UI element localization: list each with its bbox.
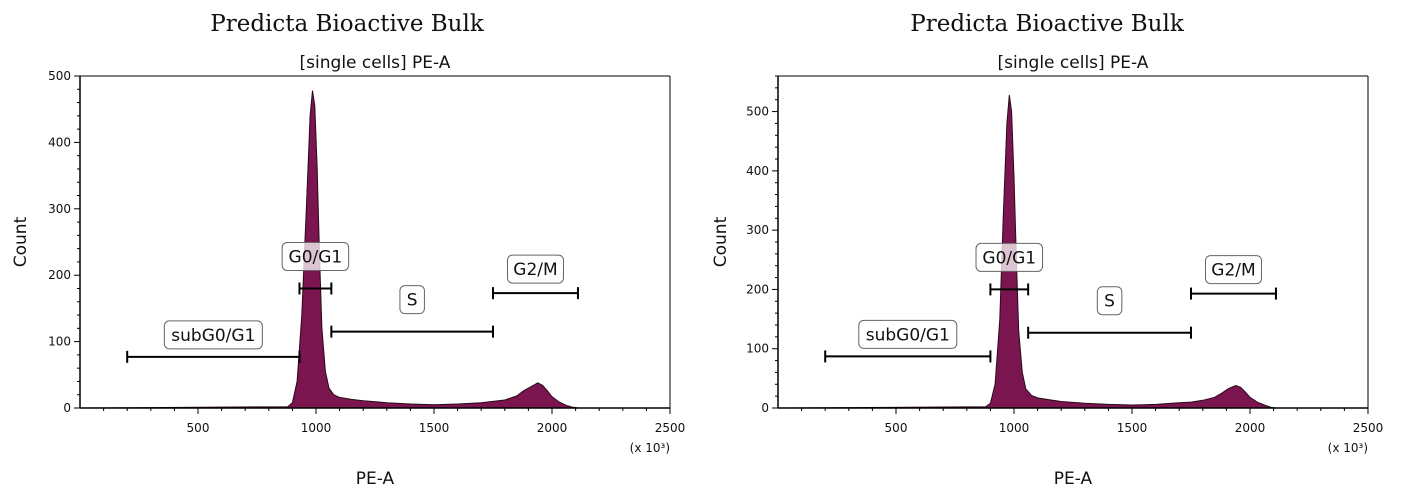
gate-label-box	[1204, 255, 1262, 285]
y-tick-label: 100	[48, 335, 71, 349]
gate-label-box	[399, 285, 425, 315]
gate-label: G0/G1	[289, 247, 343, 267]
x-multiplier-label: (x 10³)	[630, 441, 670, 455]
gate-label: G2/M	[1211, 261, 1255, 281]
x-axis-label: PE-A	[1054, 469, 1093, 489]
y-axis-label: Count	[711, 216, 731, 267]
x-tick-label: 1500	[1117, 421, 1148, 435]
x-multiplier-label: (x 10³)	[1328, 441, 1368, 455]
y-tick-label: 400	[746, 164, 769, 178]
gate-label-box	[281, 241, 350, 271]
y-tick-label: 300	[746, 223, 769, 237]
y-tick-label: 500	[746, 105, 769, 119]
y-tick-label: 0	[63, 401, 71, 415]
y-tick-label: 500	[48, 69, 71, 83]
gate-label: S	[407, 291, 418, 311]
gate-label: subG0/G1	[171, 326, 255, 346]
y-tick-label: 400	[48, 135, 71, 149]
gate-label-box	[975, 242, 1044, 272]
x-tick-label: 1500	[419, 421, 450, 435]
x-tick-label: 1000	[301, 421, 332, 435]
y-tick-label: 0	[761, 401, 769, 415]
x-tick-label: 1000	[999, 421, 1030, 435]
chart-title: Predicta Bioactive Bulk	[210, 11, 485, 37]
gate-label: G2/M	[513, 260, 557, 280]
x-tick-label: 2500	[655, 421, 686, 435]
gate-label: subG0/G1	[866, 325, 950, 345]
x-tick-label: 500	[885, 421, 908, 435]
x-axis-label: PE-A	[356, 469, 395, 489]
x-tick-label: 500	[187, 421, 210, 435]
chart-panel-left: Predicta Bioactive Bulk [single cells] PE…	[0, 0, 700, 490]
gate-label: G0/G1	[982, 248, 1036, 268]
x-tick-label: 2000	[537, 421, 568, 435]
chart-title: Predicta Bioactive Bulk	[910, 11, 1185, 37]
y-axis-label: Count	[11, 216, 31, 267]
y-tick-label: 200	[48, 268, 71, 282]
y-tick-label: 300	[48, 202, 71, 216]
gate-label: S	[1104, 292, 1115, 312]
histogram-chart: Predicta Bioactive Bulk [single cells] PE…	[11, 11, 686, 489]
y-tick-label: 200	[746, 282, 769, 296]
gate-label-box	[858, 319, 958, 349]
y-tick-label: 100	[746, 342, 769, 356]
x-tick-label: 2500	[1353, 421, 1384, 435]
histogram-area	[777, 94, 1368, 409]
chart-subtitle: [single cells] PE-A	[998, 53, 1149, 73]
histogram-area	[79, 90, 670, 409]
gate-label-box	[163, 320, 263, 350]
chart-panel-right: Predicta Bioactive Bulk [single cells] PE…	[700, 0, 1400, 490]
chart-subtitle: [single cells] PE-A	[300, 53, 451, 73]
x-tick-label: 2000	[1235, 421, 1266, 435]
gate-label-box	[1096, 286, 1123, 316]
histogram-chart: Predicta Bioactive Bulk [single cells] PE…	[711, 11, 1384, 489]
gate-label-box	[506, 254, 564, 284]
